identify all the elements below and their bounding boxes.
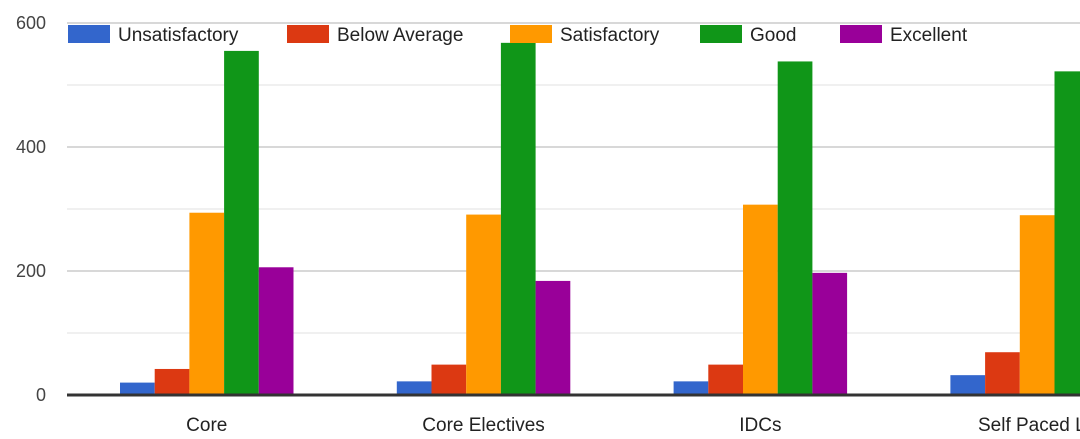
- legend-swatch-below-average: [287, 25, 329, 43]
- legend-swatch-satisfactory: [510, 25, 552, 43]
- x-category-label: IDCs: [739, 415, 781, 436]
- legend-label-unsatisfactory: Unsatisfactory: [118, 25, 239, 46]
- bar-below-average-2: [708, 364, 743, 395]
- legend-swatch-unsatisfactory: [68, 25, 110, 43]
- legend: Unsatisfactory Below Average Satisfactory G…: [68, 25, 968, 46]
- bar-satisfactory-2: [743, 204, 778, 395]
- legend-label-below-average: Below Average: [337, 25, 463, 46]
- legend-label-excellent: Excellent: [890, 25, 968, 46]
- y-tick-label: 200: [16, 261, 46, 281]
- bar-below-average-1: [431, 364, 467, 395]
- bar-satisfactory-3: [1019, 215, 1055, 395]
- bar-unsatisfactory-1: [396, 381, 432, 395]
- y-tick-label: 0: [36, 385, 46, 405]
- bar-satisfactory-1: [466, 214, 501, 395]
- bar-below-average-3: [985, 352, 1020, 395]
- legend-swatch-excellent: [840, 25, 882, 43]
- bar-unsatisfactory-0: [120, 382, 155, 395]
- bar-unsatisfactory-3: [950, 375, 986, 395]
- x-category-labels: Core Core Electives IDCs Self Paced Le: [186, 415, 1080, 436]
- bar-satisfactory-0: [189, 212, 225, 395]
- legend-swatch-good: [700, 25, 742, 43]
- bars: [120, 42, 1080, 396]
- bar-unsatisfactory-2: [673, 381, 709, 395]
- bar-excellent-0: [258, 267, 294, 395]
- y-tick-label: 600: [16, 13, 46, 33]
- x-category-label: Self Paced Le: [978, 415, 1080, 436]
- bar-good-3: [1054, 71, 1080, 396]
- y-tick-label: 400: [16, 137, 46, 157]
- bar-good-1: [500, 42, 536, 396]
- y-tick-labels: 0 200 400 600: [16, 13, 46, 405]
- legend-label-satisfactory: Satisfactory: [560, 25, 660, 46]
- x-category-label: Core Electives: [422, 415, 545, 436]
- bar-excellent-2: [812, 272, 848, 395]
- bar-excellent-1: [535, 280, 571, 395]
- bar-good-0: [224, 50, 259, 396]
- legend-label-good: Good: [750, 25, 796, 46]
- bar-below-average-0: [154, 368, 190, 395]
- bar-good-2: [777, 61, 813, 395]
- x-category-label: Core: [186, 415, 227, 436]
